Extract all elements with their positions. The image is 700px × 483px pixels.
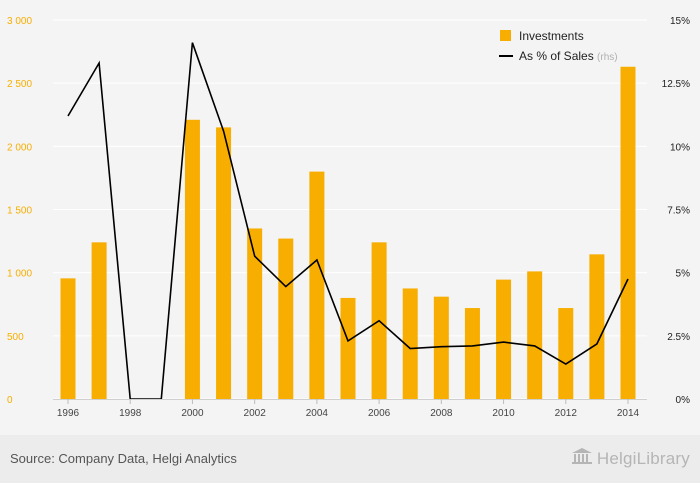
bar-investments-2005 [340, 297, 356, 399]
x-tick-label: 2004 [306, 408, 329, 419]
legend: Investments As % of Sales (rhs) [499, 29, 618, 63]
x-tick-label: 2006 [368, 408, 391, 419]
legend-swatch-investments [500, 30, 511, 41]
combo-chart: 0 500 1 000 1 500 2 000 2 500 3 000 0% 2.5% 5% 7.… [7, 16, 690, 419]
right-tick-label: 15% [670, 16, 690, 27]
left-tick-label: 500 [7, 332, 24, 343]
x-tick-label: 2014 [617, 408, 640, 419]
x-tick-label: 2010 [492, 408, 515, 419]
bar-investments-2008 [433, 296, 449, 399]
chart-area: 0 500 1 000 1 500 2 000 2 500 3 000 0% 2.5% 5% 7.… [0, 0, 700, 435]
legend-label-pct-of-sales: As % of Sales (rhs) [519, 49, 618, 63]
bar-investments-2011 [527, 271, 543, 399]
right-tick-label: 5% [676, 269, 691, 280]
right-y-axis: 0% 2.5% 5% 7.5% 10% 12.5% 15% [662, 16, 690, 406]
bar-investments-2012 [558, 308, 574, 399]
bar-investments-2013 [589, 254, 605, 399]
bar-investments-2007 [402, 288, 418, 399]
bar-investments-2001 [216, 127, 232, 399]
bar-investments-2014 [620, 66, 636, 399]
right-tick-label: 7.5% [667, 206, 690, 217]
bar-investments-2000 [184, 119, 200, 399]
investments-bars [60, 66, 636, 399]
left-y-axis: 0 500 1 000 1 500 2 000 2 500 3 000 [7, 16, 32, 406]
left-tick-label: 2 500 [7, 79, 32, 90]
x-tick-label: 1996 [57, 408, 80, 419]
brand-logo[interactable]: HelgiLibrary [571, 447, 690, 470]
bar-investments-2009 [464, 308, 480, 399]
x-tick-label: 2000 [181, 408, 204, 419]
legend-rhs-note: (rhs) [597, 52, 618, 63]
x-tick-label: 1998 [119, 408, 142, 419]
gridlines [53, 19, 647, 400]
right-tick-label: 10% [670, 142, 690, 153]
right-tick-label: 0% [676, 395, 691, 406]
library-building-icon [571, 447, 593, 470]
left-tick-label: 1 500 [7, 206, 32, 217]
right-tick-label: 2.5% [667, 332, 690, 343]
x-tick-label: 2012 [555, 408, 578, 419]
left-tick-label: 2 000 [7, 142, 32, 153]
left-tick-label: 1 000 [7, 269, 32, 280]
left-tick-label: 3 000 [7, 16, 32, 27]
x-axis: 1996 1998 2000 2002 2004 2006 2008 2010 2012 2014 [53, 399, 647, 419]
bar-investments-2004 [309, 171, 325, 399]
footer: Source: Company Data, Helgi Analytics He… [0, 435, 700, 483]
x-tick-label: 2002 [244, 408, 267, 419]
bar-investments-1996 [60, 278, 76, 399]
left-tick-label: 0 [7, 395, 13, 406]
source-note: Source: Company Data, Helgi Analytics [10, 451, 237, 466]
right-tick-label: 12.5% [662, 79, 690, 90]
bar-investments-2002 [247, 228, 263, 399]
bar-investments-1997 [91, 242, 107, 399]
x-tick-label: 2008 [430, 408, 453, 419]
legend-label-investments: Investments [519, 29, 584, 43]
bar-investments-2003 [278, 238, 294, 399]
brand-name: HelgiLibrary [596, 448, 690, 468]
bar-investments-2010 [496, 279, 512, 399]
